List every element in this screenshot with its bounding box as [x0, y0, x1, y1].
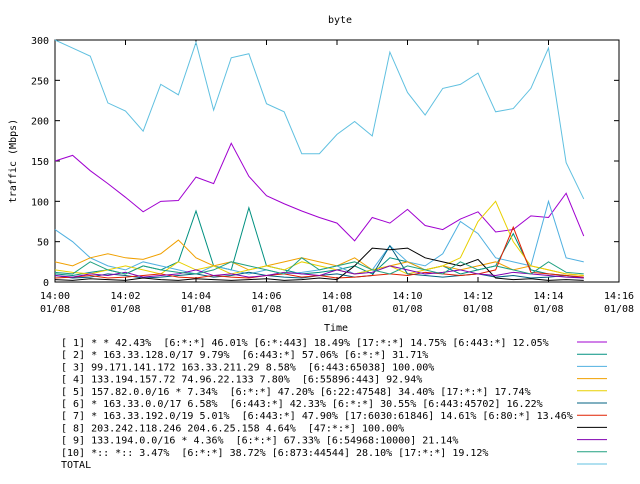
y-tick-label: 50: [37, 238, 49, 249]
series-line: [54, 265, 584, 279]
y-tick-label: 150: [31, 157, 49, 168]
x-tick-label: 14:06 01/08: [251, 291, 281, 315]
series-line: [54, 257, 584, 275]
x-tick-label: 14:00 01/08: [40, 291, 70, 315]
legend-label: [ 5] 157.82.0.0/16 * 7.34% [6:*:*] 47.20…: [61, 387, 531, 398]
y-tick-label: 250: [31, 76, 49, 87]
y-tick-label: 100: [31, 197, 49, 208]
legend-label: TOTAL: [61, 460, 91, 471]
y-axis-label: traffic (Mbps): [8, 119, 19, 203]
x-tick-label: 14:08 01/08: [322, 291, 352, 315]
y-tick-label: 200: [31, 117, 49, 128]
legend-label: [ 6] * 163.33.0.0/17 6.58% [6:443:*] 42.…: [61, 399, 543, 410]
x-axis-label: Time: [324, 323, 348, 334]
legend-label: [ 8] 203.242.118.246 204.6.25.158 4.64% …: [61, 423, 404, 434]
series-line: [54, 200, 584, 277]
legend-label: [ 2] * 163.33.128.0/17 9.79% [6:443:*] 5…: [61, 350, 428, 361]
x-tick-label: 14:10 01/08: [392, 291, 422, 315]
legend-label: [ 3] 99.171.141.172 163.33.211.29 8.58% …: [61, 362, 434, 373]
x-tick-label: 14:14 01/08: [533, 291, 563, 315]
x-tick-label: 14:16 01/08: [604, 291, 634, 315]
legend-label: [ 9] 133.194.0.0/16 * 4.36% [6:*:*] 67.3…: [61, 436, 458, 447]
legend-label: [10] *:: *:: 3.47% [6:*:*] 38.72% [6:873…: [61, 448, 488, 459]
legend-label: [ 7] * 163.33.192.0/19 5.01% [6:443:*] 4…: [61, 411, 573, 422]
y-tick-label: 300: [31, 36, 49, 47]
x-tick-label: 14:02 01/08: [110, 291, 140, 315]
x-tick-label: 14:12 01/08: [463, 291, 493, 315]
chart-title: byte: [328, 15, 352, 26]
legend-label: [ 1] * * 42.43% [6:*:*] 46.01% [6:*:443]…: [61, 338, 549, 349]
series-line: [54, 247, 584, 281]
series-line: [54, 39, 585, 200]
x-tick-label: 14:04 01/08: [181, 291, 211, 315]
y-tick-label: 0: [43, 278, 49, 289]
legend-label: [ 4] 133.194.157.72 74.96.22.133 7.80% […: [61, 375, 422, 386]
series-line: [54, 142, 585, 242]
series-line: [54, 239, 584, 277]
